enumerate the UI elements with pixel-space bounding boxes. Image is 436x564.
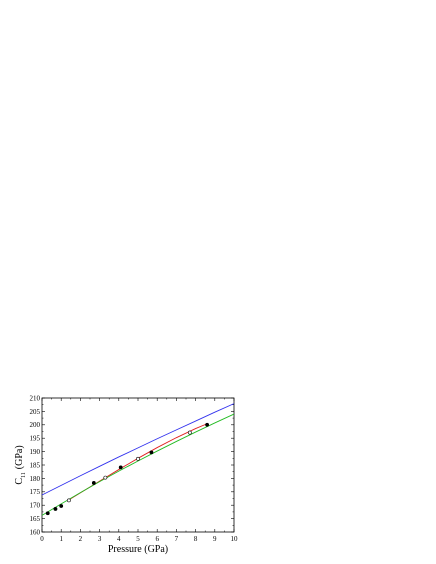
y-axis-label: C11 (GPa)	[14, 445, 27, 484]
data-point-open	[136, 456, 140, 461]
series-line-0	[41, 403, 235, 496]
y-tick-label: 165	[30, 515, 41, 523]
y-tick-label: 210	[30, 394, 41, 402]
y-tick-label: 185	[30, 461, 41, 469]
y-tick-label: 160	[30, 528, 41, 536]
data-point-filled	[45, 511, 50, 516]
y-axis-label-unit: (GPa)	[14, 445, 25, 469]
data-point-filled	[149, 450, 154, 455]
y-tick-label: 180	[30, 475, 41, 483]
plot-series	[41, 403, 235, 516]
x-tick-label: 3	[98, 535, 102, 543]
y-tick-label: 195	[30, 435, 41, 443]
x-tick-label: 5	[136, 535, 140, 543]
x-tick-label: 7	[175, 535, 179, 543]
x-tick-label: 6	[155, 535, 159, 543]
x-tick-label: 0	[40, 535, 44, 543]
x-tick-label: 1	[59, 535, 63, 543]
y-axis-label-subscript: 11	[21, 472, 27, 478]
x-tick-label: 8	[194, 535, 198, 543]
x-axis-label: Pressure (GPa)	[108, 544, 168, 555]
x-tick-label: 2	[79, 535, 83, 543]
series-line-1	[68, 423, 208, 501]
data-point-filled	[205, 422, 210, 427]
y-tick-label: 200	[30, 421, 41, 429]
data-point-filled	[118, 465, 123, 470]
x-tick-label: 9	[213, 535, 217, 543]
y-tick-label: 205	[30, 408, 41, 416]
axis-ticks	[41, 397, 235, 533]
data-point-filled	[53, 507, 58, 511]
data-point-filled	[91, 481, 96, 485]
axis-tick-labels: 0 1 2 3 4 5 6 7 8 9 10 160 165 170 175 180 185 190 195 200 2…	[30, 394, 239, 543]
data-point-filled	[59, 504, 64, 508]
x-tick-label: 4	[117, 535, 121, 543]
data-point-open	[66, 498, 71, 503]
series-line-2	[41, 413, 235, 516]
x-tick-label: 10	[231, 535, 239, 543]
data-point-open	[103, 475, 108, 480]
plot-markers	[45, 422, 210, 516]
y-tick-label: 170	[30, 502, 41, 510]
data-point-open	[187, 430, 192, 435]
plot-frame	[41, 397, 235, 533]
y-axis-label-main: C	[14, 478, 25, 485]
y-tick-label: 175	[30, 488, 41, 496]
y-tick-label: 190	[30, 448, 41, 456]
